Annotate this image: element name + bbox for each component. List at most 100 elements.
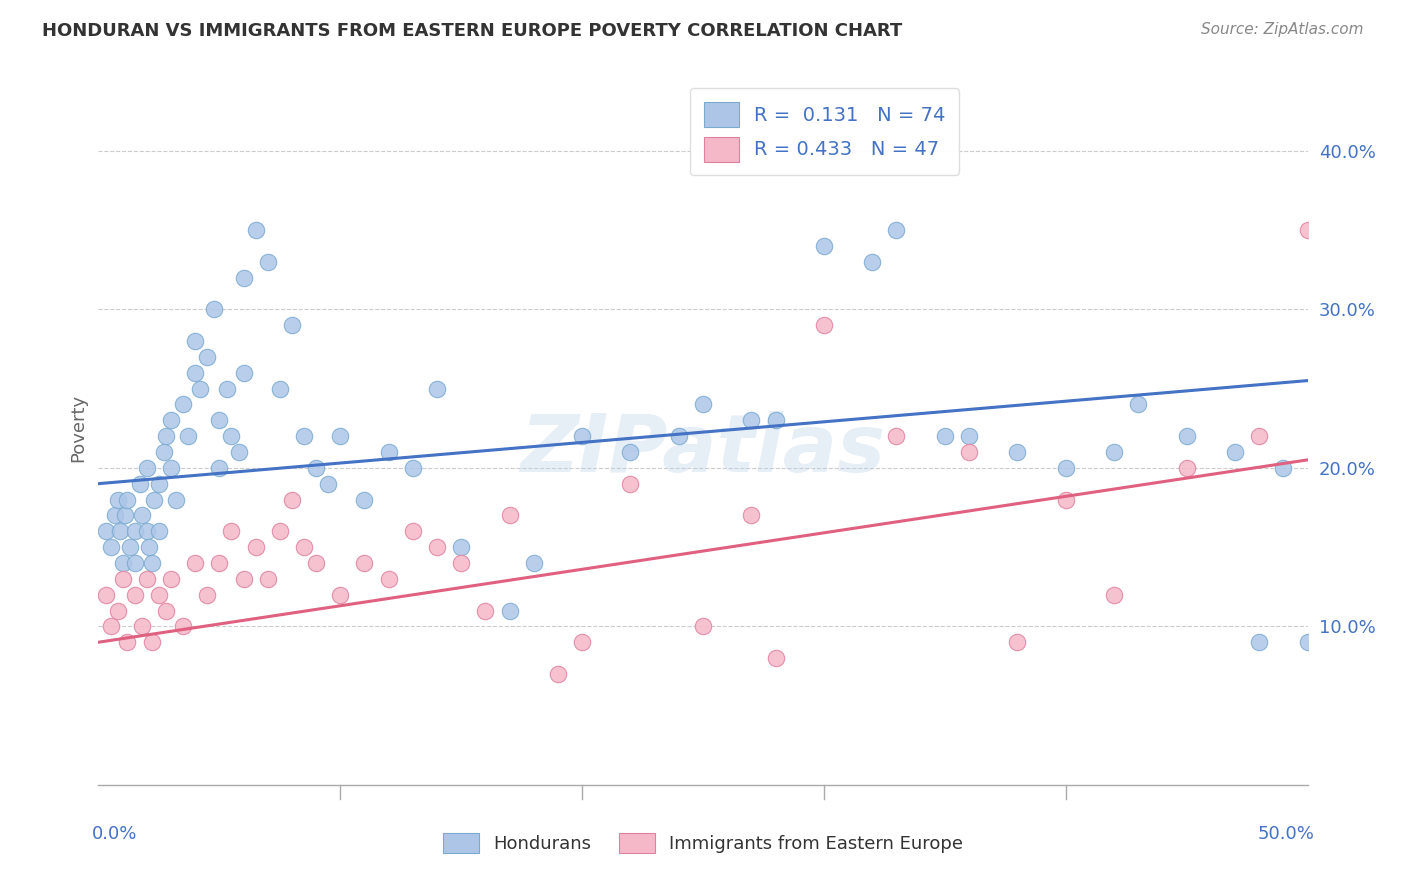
Point — [204, 302, 226, 317]
Point — [141, 556, 163, 570]
Point — [111, 556, 134, 570]
Point — [256, 572, 278, 586]
Point — [547, 667, 569, 681]
Point — [215, 382, 238, 396]
Point — [124, 556, 146, 570]
Point — [188, 382, 211, 396]
Point — [221, 524, 243, 539]
Point — [450, 556, 472, 570]
Point — [124, 588, 146, 602]
Point — [813, 239, 835, 253]
Point — [165, 492, 187, 507]
Point — [135, 524, 157, 539]
Point — [172, 619, 194, 633]
Point — [1054, 460, 1077, 475]
Point — [886, 223, 908, 237]
Point — [1249, 429, 1271, 443]
Point — [269, 382, 291, 396]
Point — [195, 350, 218, 364]
Point — [160, 460, 183, 475]
Point — [184, 334, 207, 348]
Point — [353, 556, 375, 570]
Point — [934, 429, 956, 443]
Text: ZIPatlas: ZIPatlas — [520, 410, 886, 489]
Point — [232, 572, 254, 586]
Point — [117, 492, 139, 507]
Point — [1102, 588, 1125, 602]
Point — [245, 540, 267, 554]
Point — [692, 397, 714, 411]
Point — [177, 429, 200, 443]
Point — [305, 556, 328, 570]
Point — [1007, 445, 1029, 459]
Point — [160, 413, 183, 427]
Point — [281, 318, 304, 332]
Point — [232, 366, 254, 380]
Point — [107, 492, 129, 507]
Point — [377, 572, 399, 586]
Point — [111, 572, 134, 586]
Point — [957, 445, 980, 459]
Point — [100, 619, 122, 633]
Point — [148, 524, 170, 539]
Point — [117, 635, 139, 649]
Text: HONDURAN VS IMMIGRANTS FROM EASTERN EUROPE POVERTY CORRELATION CHART: HONDURAN VS IMMIGRANTS FROM EASTERN EURO… — [42, 22, 903, 40]
Point — [155, 429, 177, 443]
Y-axis label: Poverty: Poverty — [69, 394, 87, 462]
Point — [474, 603, 496, 617]
Point — [329, 429, 352, 443]
Legend: Hondurans, Immigrants from Eastern Europe: Hondurans, Immigrants from Eastern Europ… — [436, 825, 970, 861]
Point — [426, 540, 449, 554]
Point — [104, 508, 127, 523]
Point — [740, 508, 762, 523]
Point — [353, 492, 375, 507]
Point — [292, 429, 315, 443]
Point — [131, 508, 153, 523]
Point — [886, 429, 908, 443]
Point — [135, 460, 157, 475]
Point — [114, 508, 136, 523]
Point — [100, 540, 122, 554]
Point — [108, 524, 131, 539]
Point — [692, 619, 714, 633]
Point — [232, 270, 254, 285]
Legend: R =  0.131   N = 74, R = 0.433   N = 47: R = 0.131 N = 74, R = 0.433 N = 47 — [690, 88, 959, 175]
Point — [155, 603, 177, 617]
Point — [152, 445, 174, 459]
Point — [765, 413, 787, 427]
Point — [813, 318, 835, 332]
Point — [256, 254, 278, 268]
Point — [498, 508, 520, 523]
Point — [184, 556, 207, 570]
Point — [498, 603, 520, 617]
Point — [426, 382, 449, 396]
Text: 50.0%: 50.0% — [1258, 825, 1315, 843]
Point — [1296, 223, 1319, 237]
Point — [107, 603, 129, 617]
Point — [221, 429, 243, 443]
Point — [957, 429, 980, 443]
Point — [292, 540, 315, 554]
Point — [1249, 635, 1271, 649]
Point — [1175, 429, 1198, 443]
Point — [195, 588, 218, 602]
Point — [619, 476, 641, 491]
Point — [1223, 445, 1246, 459]
Point — [124, 524, 146, 539]
Point — [740, 413, 762, 427]
Point — [571, 635, 593, 649]
Point — [148, 588, 170, 602]
Point — [160, 572, 183, 586]
Point — [1175, 460, 1198, 475]
Point — [305, 460, 328, 475]
Point — [184, 366, 207, 380]
Point — [208, 556, 231, 570]
Point — [135, 572, 157, 586]
Point — [208, 413, 231, 427]
Point — [571, 429, 593, 443]
Point — [281, 492, 304, 507]
Text: 0.0%: 0.0% — [91, 825, 136, 843]
Point — [118, 540, 141, 554]
Point — [402, 460, 425, 475]
Point — [148, 476, 170, 491]
